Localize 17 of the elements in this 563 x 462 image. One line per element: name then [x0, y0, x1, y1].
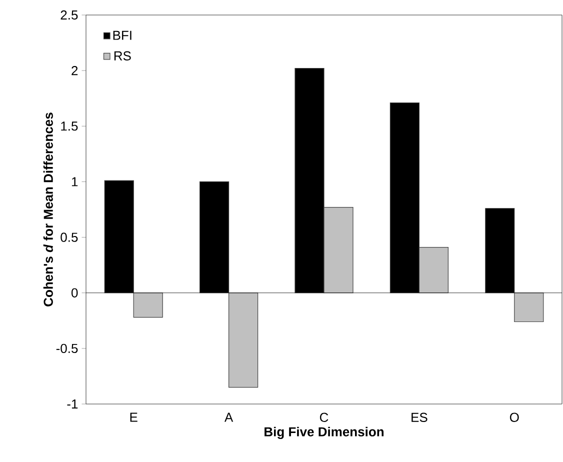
x-tick-label: ES	[412, 412, 428, 422]
y-tick-label: 2	[72, 66, 78, 76]
y-tick-label: -0.5	[56, 344, 78, 354]
y-tick-label: 0	[72, 288, 78, 298]
x-tick-label: E	[130, 412, 138, 422]
x-tick-label: O	[510, 412, 519, 422]
x-tick-label: A	[224, 412, 234, 422]
y-tick-label: 0.5	[60, 232, 78, 242]
y-tick-label: 1.5	[61, 122, 78, 131]
legend-label: RS	[114, 51, 131, 60]
y-tick-label: 2.5	[60, 10, 78, 20]
y-tick-label: -1	[67, 400, 78, 408]
y-tick-label: 1	[72, 177, 78, 186]
y-axis-title: Cohen's d for Mean Differences	[43, 112, 53, 306]
x-tick-label: C	[320, 412, 328, 422]
x-axis-title: Big Five Dimension	[264, 426, 384, 440]
legend-label: BFI	[113, 30, 132, 40]
